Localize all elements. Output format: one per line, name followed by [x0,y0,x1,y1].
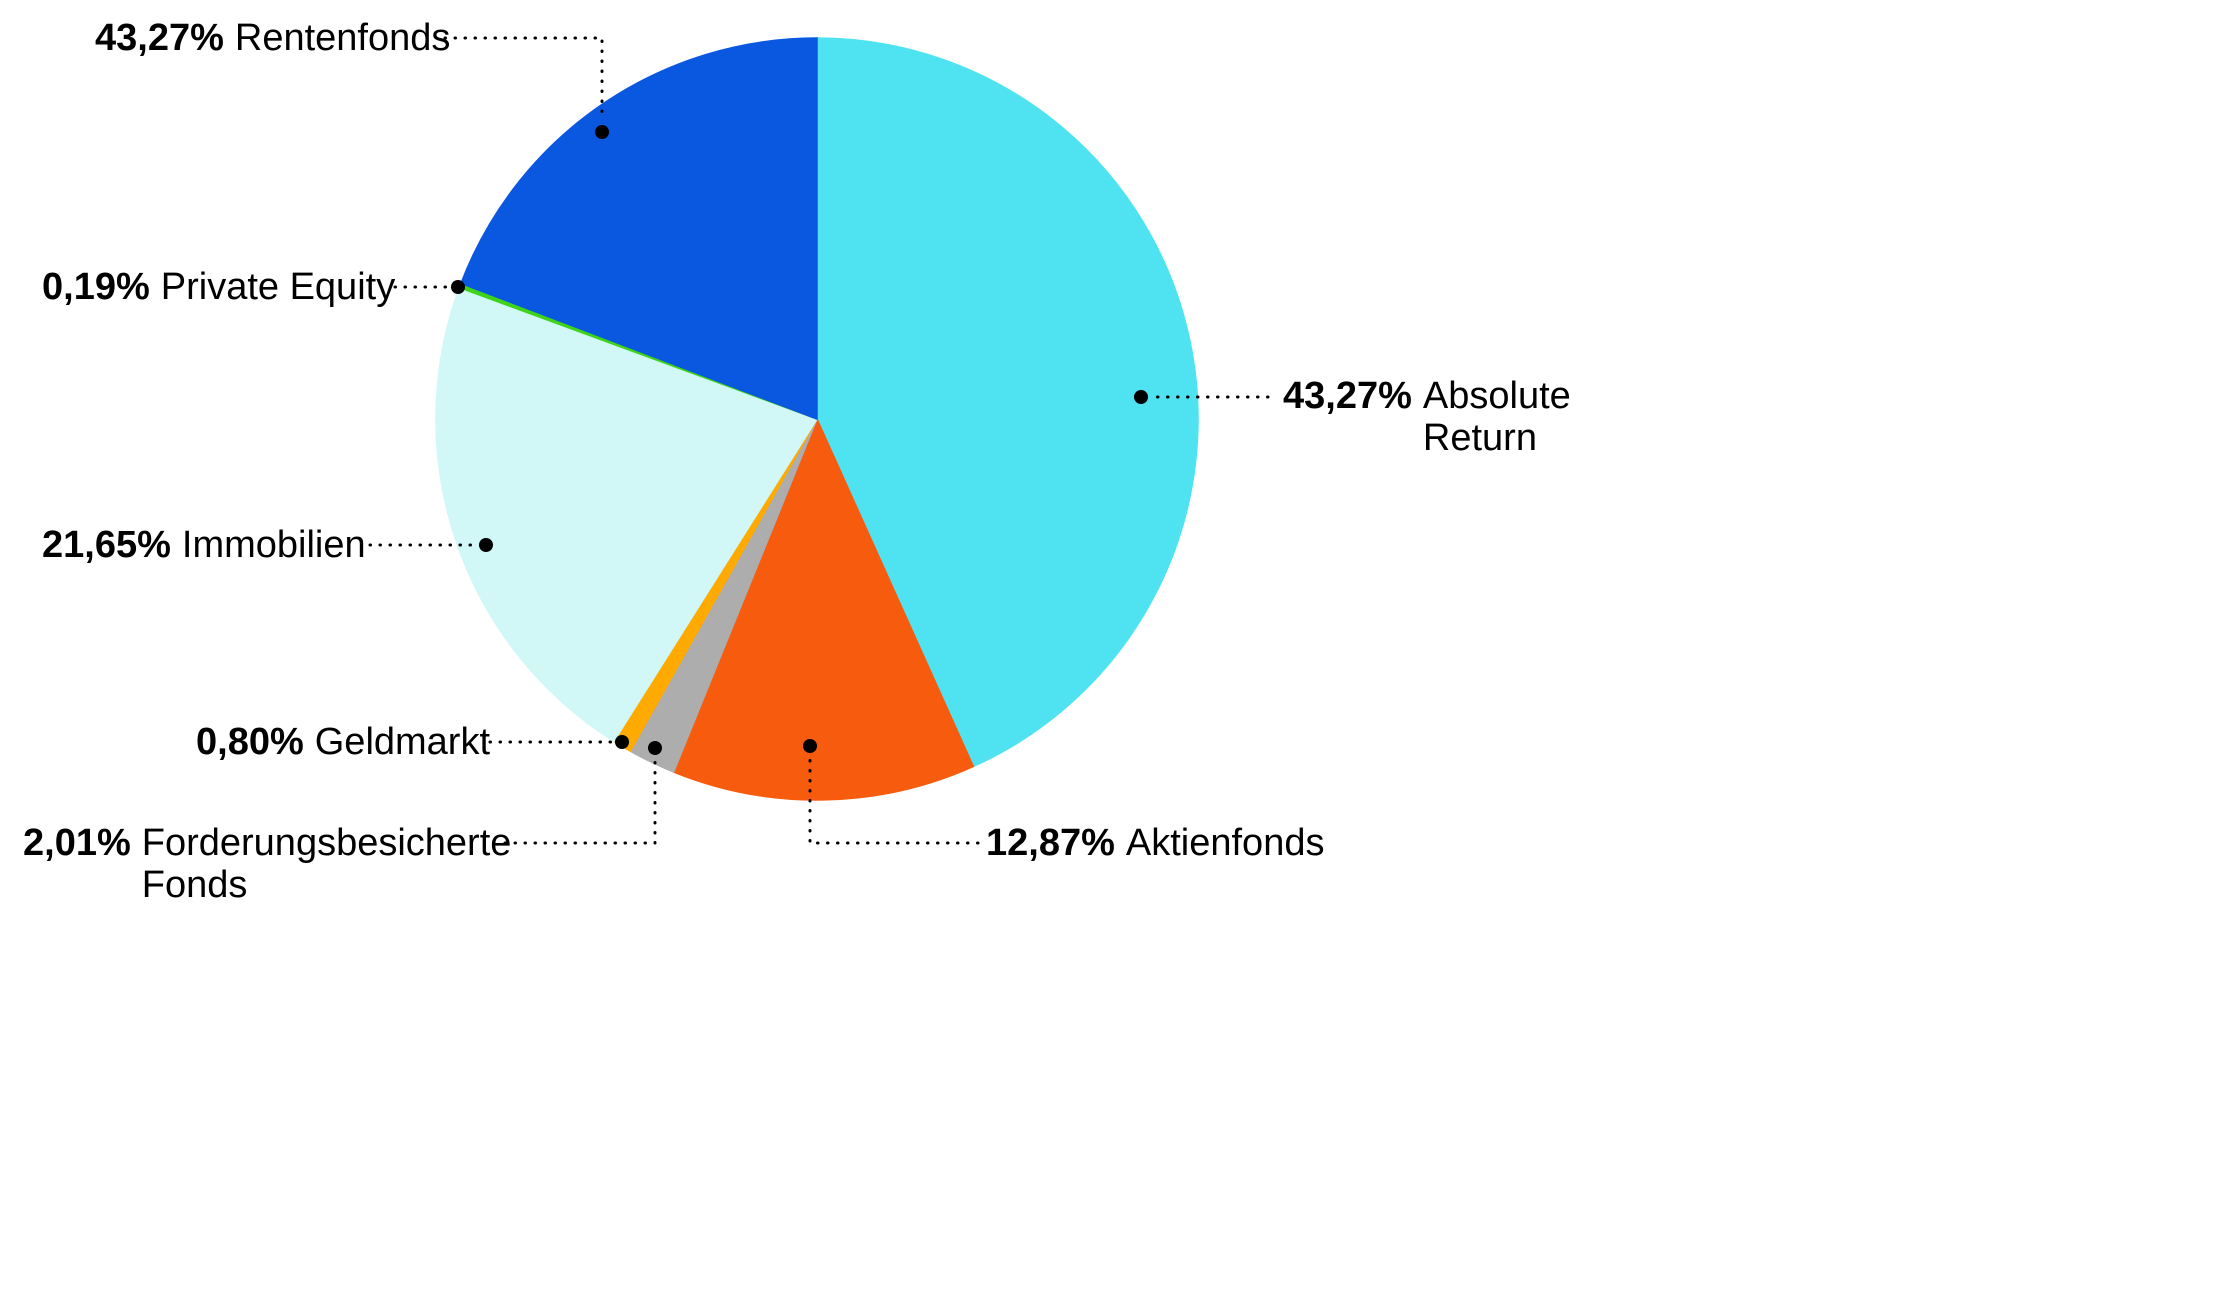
callout-rentenfonds-name: Rentenfonds [234,17,451,59]
leader-dot-forderungsbesicherte [648,741,662,755]
pie-slice-aktienfonds [672,417,975,801]
callout-leader-lines [368,36,1270,845]
leader-dot-geldmarkt [615,735,629,749]
callout-private-equity-name: Private Equity [160,266,396,308]
callout-immobilien: 21,65% Immobilien [42,524,366,566]
leader-line-rentenfonds [443,36,604,123]
callout-aktienfonds-pct: 12,87% [986,822,1115,864]
callout-rentenfonds-pct: 43,27% [95,17,224,59]
leader-line-forderungsbesicherte [503,757,657,845]
pie-slice-rentenfonds [459,37,818,421]
callout-private-equity: 0,19% Private Equity [42,266,395,308]
callout-absolute-return-pct: 43,27% [1283,375,1412,417]
leader-dot-aktienfonds [803,739,817,753]
callout-private-equity-pct: 0,19% [42,266,150,308]
callout-geldmarkt-pct: 0,80% [196,721,304,763]
callout-geldmarkt: 0,80% Geldmarkt [196,721,490,763]
callout-geldmarkt-name: Geldmarkt [314,721,491,763]
callout-aktienfonds-name: Aktienfonds [1125,822,1325,864]
pie-slice-absolute-return [816,37,1199,768]
leader-dot-private-equity [451,280,465,294]
callout-absolute-return-name: Absolute Return [1422,375,1571,459]
callout-immobilien-pct: 21,65% [42,524,171,566]
callout-forderungsbesicherte-name: Forderungsbesicherte Fonds [141,822,512,906]
pie-slices-group [435,37,1199,801]
callout-forderungsbesicherte: 2,01% Forderungsbesicherte Fonds [23,822,514,906]
leader-dot-rentenfonds [595,125,609,139]
callout-rentenfonds: 43,27% Rentenfonds [95,17,450,59]
callout-aktienfonds: 12,87% Aktienfonds [986,822,1324,864]
pie-slice-immobilien [435,286,819,743]
callout-absolute-return: 43,27% Absolute Return [1283,375,1605,459]
leader-dot-immobilien [479,538,493,552]
callout-forderungsbesicherte-pct: 2,01% [23,822,131,864]
leader-dot-absolute-return [1134,390,1148,404]
callout-immobilien-name: Immobilien [181,524,366,566]
